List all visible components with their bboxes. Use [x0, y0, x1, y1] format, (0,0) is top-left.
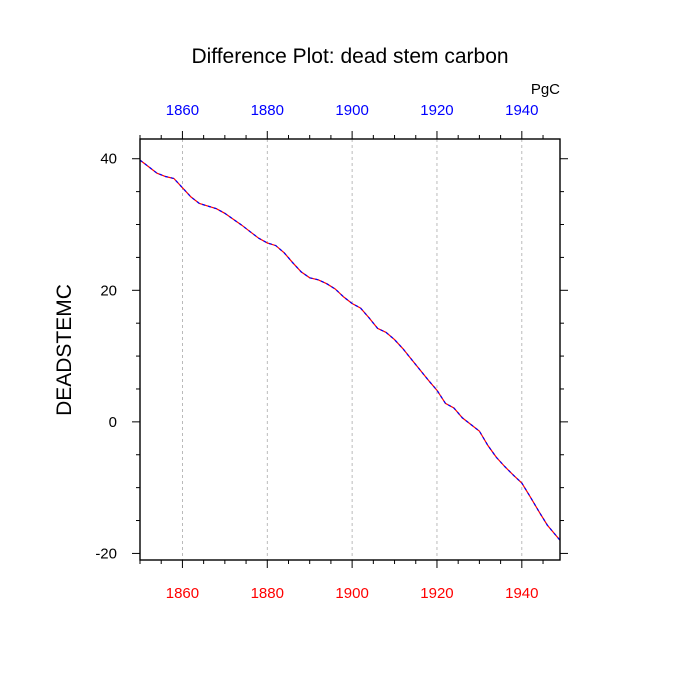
x-tick-label-bottom-1920: 1920 [420, 585, 453, 602]
y-tick-label--20: -20 [95, 545, 117, 562]
x-tick-label-top-1900: 1900 [335, 102, 368, 119]
x-tick-label-bottom-1860: 1860 [166, 585, 199, 602]
y-axis-label: DEADSTEMC [53, 284, 76, 416]
tick-layer: 1860 1860 1880 1880 1900 1900 1920 1920 1940 1940… [95, 102, 568, 602]
y-tick-label-40: 40 [100, 151, 117, 168]
series-line-overlay-difference [139, 159, 561, 541]
units-label: PgC [531, 81, 560, 98]
data-layer [139, 159, 561, 541]
x-tick-label-bottom-1940: 1940 [505, 585, 538, 602]
x-tick-label-top-1920: 1920 [420, 102, 453, 119]
grid-layer [182, 139, 523, 560]
x-tick-label-bottom-1880: 1880 [251, 585, 284, 602]
plot-frame [139, 138, 561, 561]
x-tick-label-bottom-1900: 1900 [335, 585, 368, 602]
x-tick-label-top-1880: 1880 [251, 102, 284, 119]
x-tick-label-top-1860: 1860 [166, 102, 199, 119]
y-tick-label-0: 0 [109, 414, 117, 431]
chart-title: Difference Plot: dead stem carbon [191, 45, 508, 68]
y-tick-label-20: 20 [100, 282, 117, 299]
x-tick-label-top-1940: 1940 [505, 102, 538, 119]
